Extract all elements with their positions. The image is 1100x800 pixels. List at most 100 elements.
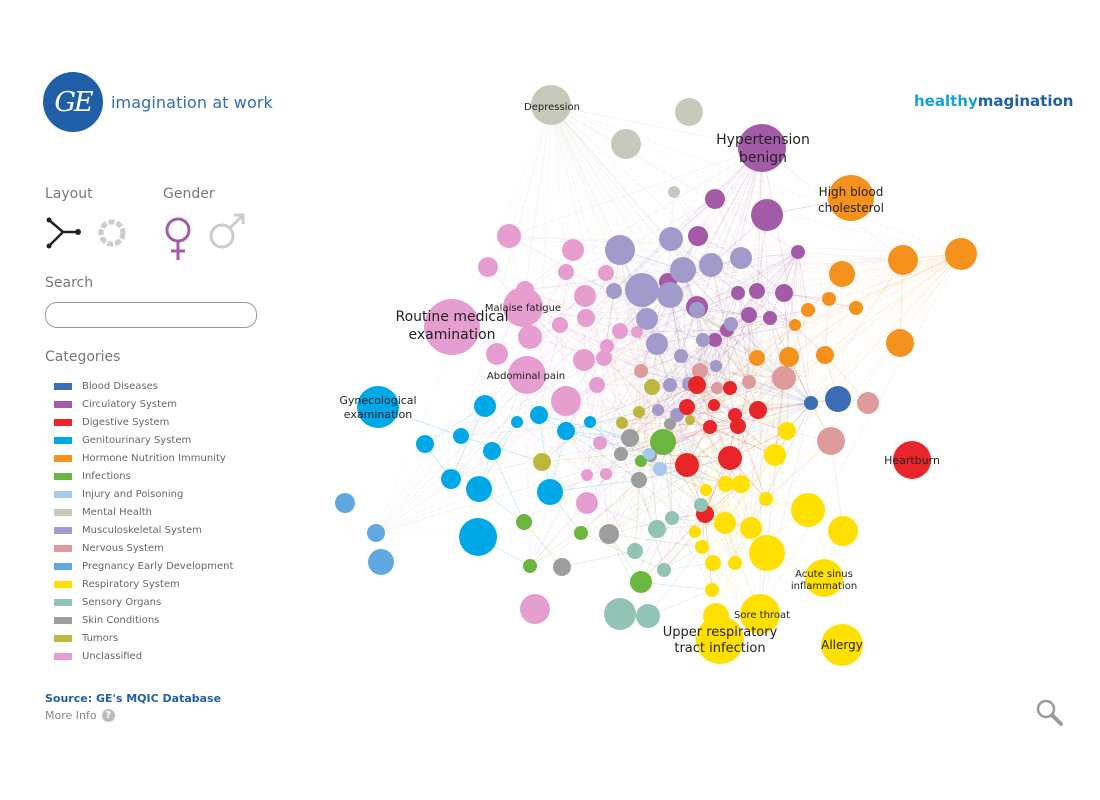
legend-item[interactable]: Genitourinary System <box>54 431 233 449</box>
network-node[interactable] <box>533 453 551 471</box>
network-node[interactable] <box>699 253 723 277</box>
network-node[interactable] <box>805 559 843 597</box>
network-node[interactable] <box>723 381 737 395</box>
network-node[interactable] <box>849 301 863 315</box>
network-node[interactable] <box>459 518 497 556</box>
network-node[interactable] <box>689 526 701 538</box>
network-node[interactable] <box>696 616 744 664</box>
network-node[interactable] <box>688 376 706 394</box>
network-node[interactable] <box>621 429 639 447</box>
network-node[interactable] <box>670 257 696 283</box>
network-node[interactable] <box>741 307 757 323</box>
network-node[interactable] <box>636 604 660 628</box>
network-node[interactable] <box>749 350 765 366</box>
network-node[interactable] <box>600 339 614 353</box>
network-node[interactable] <box>703 420 717 434</box>
network-node[interactable] <box>692 363 708 379</box>
network-node[interactable] <box>718 476 734 492</box>
network-node[interactable] <box>497 224 521 248</box>
network-node[interactable] <box>581 469 593 481</box>
network-node[interactable] <box>652 404 664 416</box>
network-node[interactable] <box>828 516 858 546</box>
male-icon[interactable] <box>206 212 248 252</box>
legend-item[interactable]: Musculoskeletal System <box>54 521 233 539</box>
network-node[interactable] <box>453 428 469 444</box>
network-node[interactable] <box>828 175 874 221</box>
legend-item[interactable]: Hormone Nutrition Immunity <box>54 449 233 467</box>
network-node[interactable] <box>731 286 745 300</box>
network-node[interactable] <box>694 498 708 512</box>
network-node[interactable] <box>635 455 647 467</box>
network-node[interactable] <box>518 325 542 349</box>
legend-item[interactable]: Skin Conditions <box>54 611 233 629</box>
network-node[interactable] <box>552 317 568 333</box>
network-node[interactable] <box>416 435 434 453</box>
network-node[interactable] <box>945 238 977 270</box>
network-node[interactable] <box>732 475 750 493</box>
network-node[interactable] <box>646 333 668 355</box>
network-node[interactable] <box>631 326 643 338</box>
legend-item[interactable]: Injury and Poisoning <box>54 485 233 503</box>
source-link[interactable]: Source: GE's MQIC Database <box>45 692 222 705</box>
network-node[interactable] <box>523 559 537 573</box>
network-node[interactable] <box>779 347 799 367</box>
network-node[interactable] <box>728 556 742 570</box>
network-node[interactable] <box>657 282 683 308</box>
network-node[interactable] <box>606 283 622 299</box>
network-node[interactable] <box>584 416 596 428</box>
network-node[interactable] <box>630 571 652 593</box>
network-node[interactable] <box>531 85 571 125</box>
network-node[interactable] <box>636 308 658 330</box>
female-icon[interactable] <box>162 214 194 262</box>
network-node[interactable] <box>576 492 598 514</box>
legend-item[interactable]: Unclassified <box>54 647 233 665</box>
network-node[interactable] <box>474 395 496 417</box>
network-node[interactable] <box>466 476 492 502</box>
search-input[interactable] <box>45 302 257 328</box>
network-node[interactable] <box>516 514 532 530</box>
network-node[interactable] <box>772 366 796 390</box>
network-node[interactable] <box>801 303 815 317</box>
network-node[interactable] <box>829 261 855 287</box>
network-node[interactable] <box>511 416 523 428</box>
network-node[interactable] <box>804 396 818 410</box>
network-node[interactable] <box>888 245 918 275</box>
legend-item[interactable]: Respiratory System <box>54 575 233 593</box>
network-node[interactable] <box>668 186 680 198</box>
network-node[interactable] <box>791 245 805 259</box>
network-node[interactable] <box>503 287 543 327</box>
network-node[interactable] <box>627 543 643 559</box>
network-node[interactable] <box>817 427 845 455</box>
network-node[interactable] <box>508 356 546 394</box>
network-node[interactable] <box>778 422 796 440</box>
network-node[interactable] <box>825 386 851 412</box>
network-node[interactable] <box>657 563 671 577</box>
network-node[interactable] <box>738 124 786 172</box>
legend-item[interactable]: Infections <box>54 467 233 485</box>
network-node[interactable] <box>520 594 550 624</box>
legend-item[interactable]: Pregnancy Early Development <box>54 557 233 575</box>
network-node[interactable] <box>441 469 461 489</box>
legend-item[interactable]: Tumors <box>54 629 233 647</box>
network-node[interactable] <box>614 447 628 461</box>
network-node[interactable] <box>675 453 699 477</box>
legend-item[interactable]: Digestive System <box>54 413 233 431</box>
network-node[interactable] <box>749 401 767 419</box>
legend-item[interactable]: Mental Health <box>54 503 233 521</box>
network-node[interactable] <box>705 189 725 209</box>
network-node[interactable] <box>574 285 596 307</box>
network-node[interactable] <box>616 417 628 429</box>
network-node[interactable] <box>751 199 783 231</box>
network-node[interactable] <box>886 329 914 357</box>
network-node[interactable] <box>634 364 648 378</box>
network-node[interactable] <box>558 264 574 280</box>
network-node[interactable] <box>596 350 612 366</box>
network-node[interactable] <box>789 319 801 331</box>
network-node[interactable] <box>763 311 777 325</box>
network-node[interactable] <box>357 386 399 428</box>
network-node[interactable] <box>562 239 584 261</box>
network-node[interactable] <box>593 436 607 450</box>
network-node[interactable] <box>674 349 688 363</box>
network-node[interactable] <box>557 422 575 440</box>
network-node[interactable] <box>749 535 785 571</box>
